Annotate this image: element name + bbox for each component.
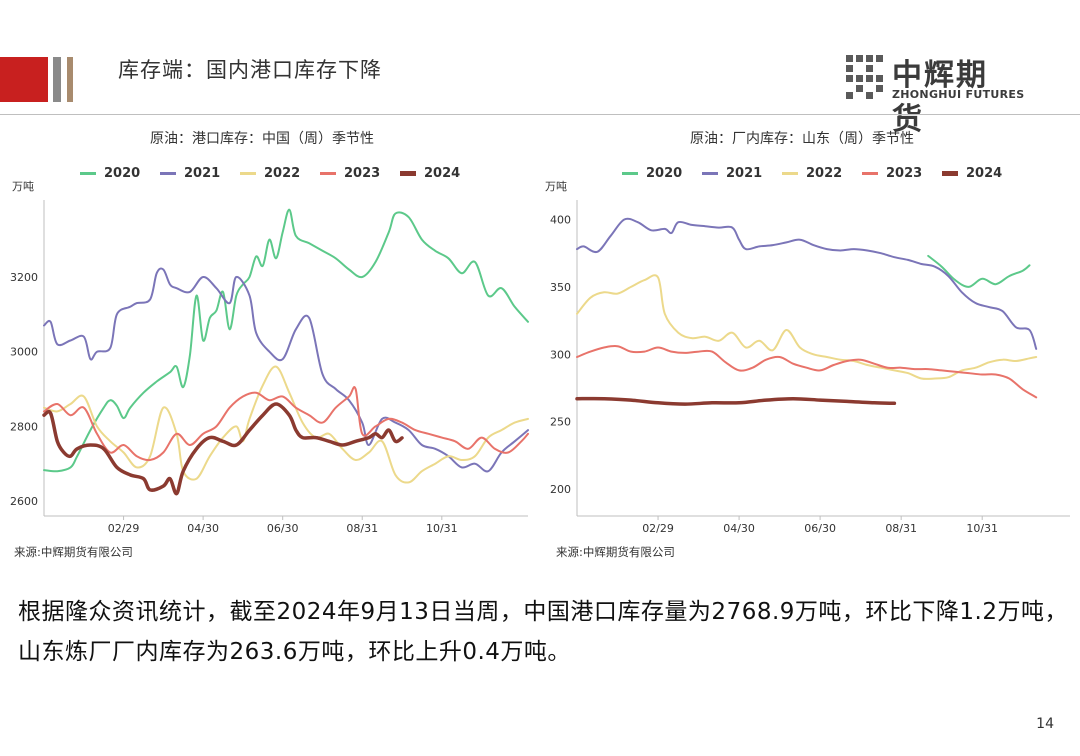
right-y-tick-label: 300 bbox=[550, 348, 571, 361]
legend-swatch-2023 bbox=[320, 172, 336, 175]
left-series-line-2022 bbox=[43, 365, 529, 484]
legend-item-2024: 2024 bbox=[942, 166, 1022, 181]
right-y-tick-label: 250 bbox=[550, 416, 571, 429]
legend-item-2021: 2021 bbox=[702, 166, 782, 181]
legend-swatch-2021 bbox=[160, 172, 176, 175]
accent-bar-red bbox=[0, 57, 48, 102]
legend-label-2023: 2023 bbox=[886, 166, 923, 181]
legend-item-2020: 2020 bbox=[80, 166, 160, 181]
legend-swatch-2021 bbox=[702, 172, 718, 175]
right-x-tick-label: 06/30 bbox=[804, 522, 836, 535]
page-number: 14 bbox=[1036, 716, 1054, 732]
right-series-line-2022 bbox=[576, 274, 1038, 380]
right-chart-title: 原油：厂内库存：山东（周）季节性 bbox=[690, 131, 914, 147]
left-chart-legend: 2020 2021 2022 2023 2024 bbox=[80, 166, 480, 181]
left-series-line-2023 bbox=[43, 386, 529, 462]
right-chart-source: 来源:中辉期货有限公司 bbox=[556, 545, 675, 559]
legend-swatch-2022 bbox=[240, 172, 256, 175]
left-y-tick-label: 2800 bbox=[10, 420, 38, 433]
legend-label-2024: 2024 bbox=[966, 166, 1003, 181]
legend-item-2022: 2022 bbox=[240, 166, 320, 181]
legend-label-2020: 2020 bbox=[104, 166, 141, 181]
accent-bar-tan bbox=[67, 57, 73, 102]
legend-swatch-2024 bbox=[942, 171, 958, 176]
left-series-line-2020 bbox=[43, 208, 529, 473]
header: 库存端：国内港口库存下降 中辉期货 ZHONGHUI FUTURES bbox=[0, 0, 1080, 137]
left-y-tick-label: 3200 bbox=[10, 271, 38, 284]
right-x-tick-label: 10/31 bbox=[966, 522, 998, 535]
left-y-unit-label: 万吨 bbox=[12, 180, 34, 193]
left-x-tick-label: 06/30 bbox=[267, 522, 299, 535]
legend-item-2020: 2020 bbox=[622, 166, 702, 181]
legend-swatch-2022 bbox=[782, 172, 798, 175]
right-x-tick-label: 04/30 bbox=[723, 522, 755, 535]
legend-label-2022: 2022 bbox=[806, 166, 843, 181]
right-y-tick-label: 200 bbox=[550, 483, 571, 496]
left-series-line-2024 bbox=[42, 402, 404, 496]
legend-swatch-2023 bbox=[862, 172, 878, 175]
right-chart: 万吨 200 250 300 350 400 02/29 04/30 06/30 08/31 10/… bbox=[545, 180, 1070, 535]
left-x-tick-label: 02/29 bbox=[108, 522, 140, 535]
legend-item-2024: 2024 bbox=[400, 166, 480, 181]
right-series-line-2021 bbox=[576, 217, 1038, 350]
left-y-tick-label: 2600 bbox=[10, 495, 38, 508]
legend-swatch-2020 bbox=[80, 172, 96, 175]
slide-title: 库存端：国内港口库存下降 bbox=[118, 58, 382, 82]
right-y-tick-label: 350 bbox=[550, 281, 571, 294]
legend-label-2020: 2020 bbox=[646, 166, 683, 181]
legend-item-2022: 2022 bbox=[782, 166, 862, 181]
legend-item-2021: 2021 bbox=[160, 166, 240, 181]
right-x-tick-label: 02/29 bbox=[642, 522, 674, 535]
left-chart-source: 来源:中辉期货有限公司 bbox=[14, 545, 133, 559]
right-y-tick-label: 400 bbox=[550, 213, 571, 226]
legend-label-2021: 2021 bbox=[726, 166, 763, 181]
left-x-tick-label: 10/31 bbox=[426, 522, 458, 535]
header-divider bbox=[0, 114, 1080, 115]
left-chart: 万吨 2600 2800 3000 3200 02/29 04/30 06/30 08/31 10… bbox=[10, 180, 529, 535]
left-chart-title: 原油：港口库存：中国（周）季节性 bbox=[150, 131, 374, 147]
logo-text-en: ZHONGHUI FUTURES bbox=[892, 88, 1025, 101]
right-series-line-2024 bbox=[575, 396, 897, 406]
legend-label-2024: 2024 bbox=[424, 166, 461, 181]
company-logo: 中辉期货 ZHONGHUI FUTURES bbox=[846, 52, 1024, 137]
legend-label-2022: 2022 bbox=[264, 166, 301, 181]
right-chart-legend: 2020 2021 2022 2023 2024 bbox=[622, 166, 1022, 181]
right-y-unit-label: 万吨 bbox=[545, 180, 567, 193]
left-x-tick-label: 04/30 bbox=[187, 522, 219, 535]
right-x-tick-label: 08/31 bbox=[885, 522, 917, 535]
legend-swatch-2024 bbox=[400, 171, 416, 176]
accent-bar-gray bbox=[53, 57, 61, 102]
left-y-tick-label: 3000 bbox=[10, 346, 38, 359]
right-series-line-2020 bbox=[927, 254, 1031, 288]
legend-item-2023: 2023 bbox=[320, 166, 400, 181]
logo-text-cn: 中辉期货 bbox=[892, 58, 988, 137]
legend-label-2021: 2021 bbox=[184, 166, 221, 181]
legend-item-2023: 2023 bbox=[862, 166, 942, 181]
legend-label-2023: 2023 bbox=[344, 166, 381, 181]
summary-text: 根据隆众资讯统计，截至2024年9月13日当周，中国港口库存量为2768.9万吨… bbox=[18, 599, 1068, 665]
left-series-line-2021 bbox=[43, 267, 529, 473]
legend-swatch-2020 bbox=[622, 172, 638, 175]
left-x-tick-label: 08/31 bbox=[346, 522, 378, 535]
logo-grid-icon bbox=[846, 55, 883, 99]
right-series-line-2023 bbox=[576, 344, 1038, 399]
